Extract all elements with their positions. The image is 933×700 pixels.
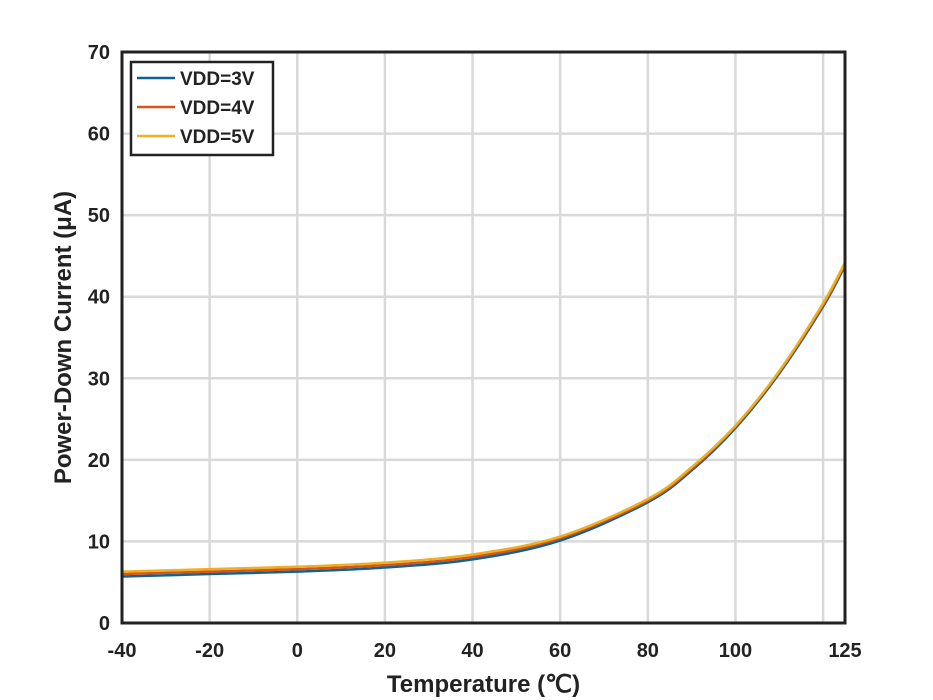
- x-tick-label: 100: [719, 640, 752, 662]
- x-tick-label: -40: [108, 640, 137, 662]
- legend: VDD=3V VDD=4V VDD=5V: [129, 60, 275, 157]
- legend-entry: VDD=3V: [180, 69, 255, 90]
- x-axis-label: Temperature (℃): [387, 671, 580, 698]
- y-axis-label: Power-Down Current (μA): [50, 191, 77, 484]
- x-tick-label: 80: [637, 640, 659, 662]
- series-line: [121, 261, 847, 573]
- y-tick-label: 0: [99, 613, 110, 635]
- x-tick-labels: -40 -20 0 20 40 60 80 100 125: [108, 640, 862, 662]
- x-tick-label: 0: [292, 640, 303, 662]
- y-tick-label: 40: [88, 287, 110, 309]
- y-tick-label: 50: [88, 205, 110, 227]
- x-tick-label: 20: [374, 640, 396, 662]
- legend-entry: VDD=5V: [180, 127, 255, 148]
- x-tick-label: 60: [549, 640, 571, 662]
- y-tick-label: 10: [88, 531, 110, 553]
- x-tick-label: -20: [195, 640, 224, 662]
- y-tick-label: 60: [88, 124, 110, 146]
- legend-entry: VDD=4V: [180, 98, 255, 119]
- y-tick-label: 30: [88, 368, 110, 390]
- plot-frame: [120, 50, 847, 625]
- y-tick-labels: 0 10 20 30 40 50 60 70: [88, 42, 110, 635]
- series-lines: [121, 261, 847, 578]
- y-tick-label: 20: [88, 450, 110, 472]
- x-tick-label: 125: [828, 640, 861, 662]
- x-tick-label: 40: [461, 640, 483, 662]
- y-tick-label: 70: [88, 42, 110, 64]
